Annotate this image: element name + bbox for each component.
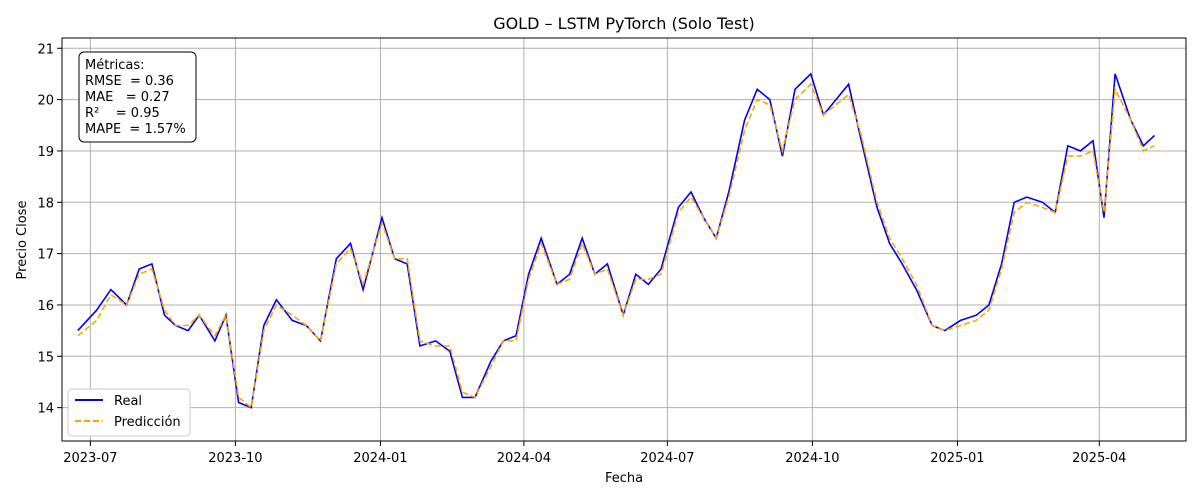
axes-frame <box>61 37 1187 442</box>
metric-r2: R² = 0.95 <box>85 106 160 121</box>
series-line-prediccion <box>77 82 1155 410</box>
x-tick-label: 2024-10 <box>785 451 839 466</box>
x-tick-label: 2023-10 <box>208 451 262 466</box>
x-tick-label: 2024-01 <box>353 451 407 466</box>
legend-label-real: Real <box>114 394 142 409</box>
x-tick-label: 2025-04 <box>1072 451 1126 466</box>
metrics-box-frame <box>78 51 197 143</box>
x-tick-label: 2024-07 <box>640 451 694 466</box>
y-tick-label: 18 <box>37 196 54 211</box>
y-tick-label: 16 <box>37 299 54 314</box>
metrics-header: Métricas: <box>85 58 145 73</box>
y-tick-label: 15 <box>37 350 54 365</box>
y-tick-label: 14 <box>37 402 54 417</box>
y-tick-label: 21 <box>37 42 54 57</box>
metric-mae: MAE = 0.27 <box>85 90 170 105</box>
axis-ticks: 2023-07 2023-10 2024-01 2024-04 2024-07 2024-… <box>37 42 1126 466</box>
y-tick-label: 17 <box>37 248 54 263</box>
x-tick-label: 2025-01 <box>930 451 984 466</box>
legend: Real Predicción <box>67 388 191 437</box>
plot-area <box>77 72 1156 410</box>
metrics-box: Métricas: RMSE = 0.36 MAE = 0.27 R² = 0.… <box>78 51 197 143</box>
metric-rmse: RMSE = 0.36 <box>85 74 174 89</box>
x-axis-title: Fecha <box>605 471 643 486</box>
x-tick-label: 2024-04 <box>497 451 551 466</box>
legend-label-prediccion: Predicción <box>114 415 181 430</box>
x-tick-label: 2023-07 <box>63 451 117 466</box>
y-tick-label: 20 <box>37 94 54 109</box>
chart-title: GOLD – LSTM PyTorch (Solo Test) <box>493 14 755 33</box>
y-axis-title: Precio Close <box>15 201 30 280</box>
y-tick-label: 19 <box>37 145 54 160</box>
metric-mape: MAPE = 1.57% <box>85 122 186 137</box>
